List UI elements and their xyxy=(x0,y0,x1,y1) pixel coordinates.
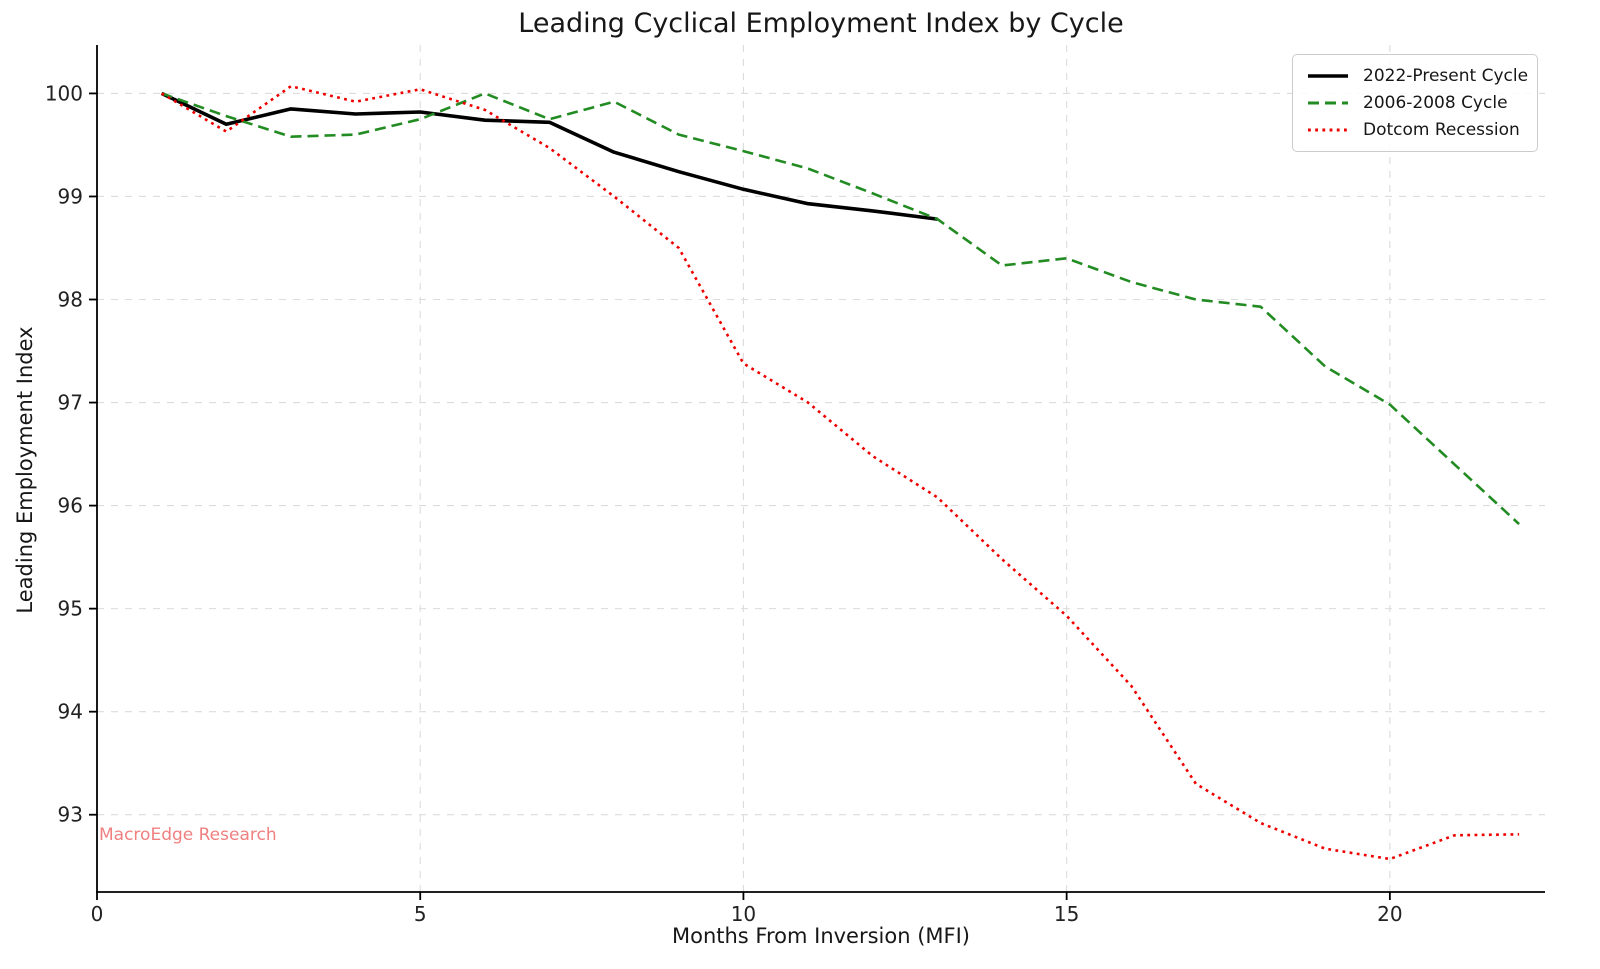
legend-item-dotcom: Dotcom Recession xyxy=(1306,120,1525,140)
series-line-1 xyxy=(161,92,1520,526)
legend-label: 2022-Present Cycle xyxy=(1363,66,1529,86)
legend-label: 2006-2008 Cycle xyxy=(1363,93,1508,113)
legend-swatch-dotted-line xyxy=(1308,128,1348,132)
y-tick-label: 98 xyxy=(58,288,83,312)
x-tick-label: 15 xyxy=(1054,902,1079,926)
legend: 2022-Present Cycle 2006-2008 Cycle Dotco… xyxy=(1292,54,1538,152)
x-tick-label: 5 xyxy=(414,902,427,926)
legend-item-2022-present: 2022-Present Cycle xyxy=(1306,66,1529,86)
y-tick-label: 99 xyxy=(58,184,83,208)
x-tick-label: 0 xyxy=(91,902,104,926)
x-tick-label: 20 xyxy=(1377,902,1402,926)
y-tick-label: 97 xyxy=(58,391,83,415)
chart-title: Leading Cyclical Employment Index by Cyc… xyxy=(518,8,1124,39)
legend-label: Dotcom Recession xyxy=(1363,120,1520,140)
watermark: MacroEdge Research xyxy=(99,825,277,845)
legend-swatch-dashed-line xyxy=(1308,101,1348,105)
y-tick-label: 94 xyxy=(58,700,83,724)
y-tick-label: 95 xyxy=(58,597,83,621)
y-tick-label: 100 xyxy=(45,81,83,105)
series-line-2 xyxy=(160,84,1520,861)
x-axis-label: Months From Inversion (MFI) xyxy=(671,924,970,948)
x-tick-label: 10 xyxy=(731,902,756,926)
y-tick-label: 96 xyxy=(58,494,83,518)
y-tick-label: 93 xyxy=(58,803,83,827)
legend-swatch-solid-line xyxy=(1308,74,1348,78)
y-axis-label: Leading Employment Index xyxy=(13,326,37,614)
series-line-0 xyxy=(160,91,938,221)
legend-item-2006-2008: 2006-2008 Cycle xyxy=(1306,93,1525,113)
